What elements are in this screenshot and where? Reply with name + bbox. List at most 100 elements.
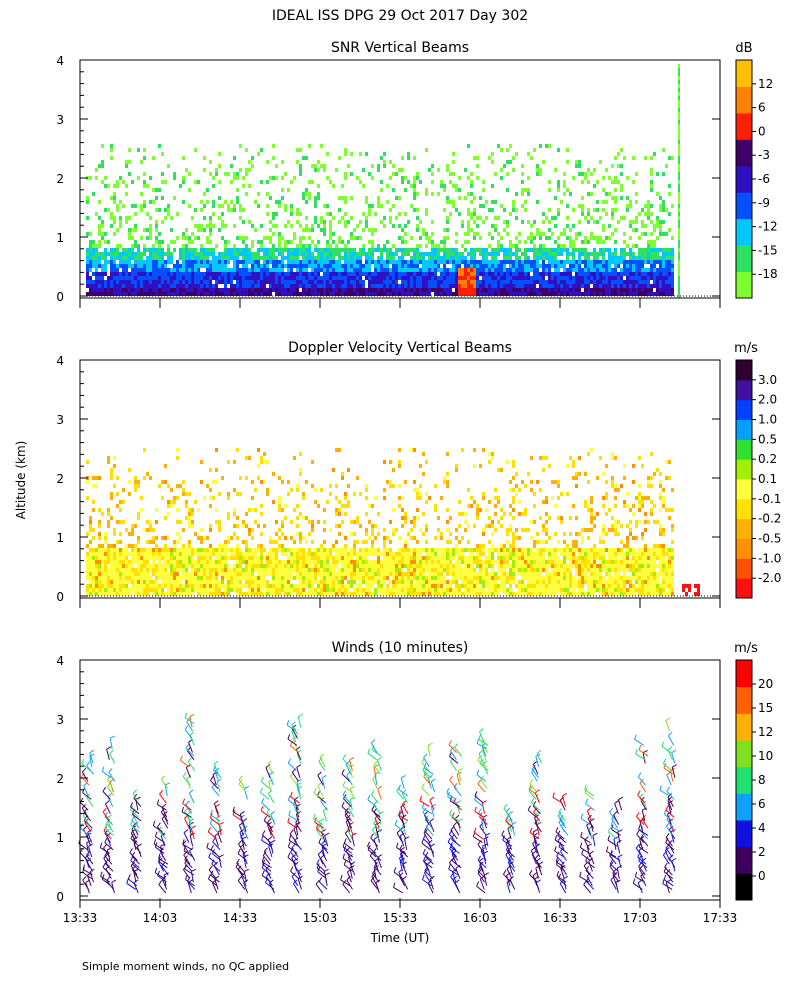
snr-cell bbox=[386, 252, 389, 256]
snr-hot-cell bbox=[473, 292, 476, 296]
doppler-cell bbox=[308, 520, 311, 524]
snr-cell bbox=[641, 208, 644, 212]
doppler-cell bbox=[251, 552, 254, 556]
snr-cell bbox=[269, 268, 272, 272]
doppler-cell bbox=[278, 508, 281, 512]
doppler-cell bbox=[308, 584, 311, 588]
snr-cell bbox=[659, 208, 662, 212]
snr-cell bbox=[452, 280, 455, 284]
snr-cell bbox=[209, 264, 212, 268]
snr-cell bbox=[305, 284, 308, 288]
doppler-cell bbox=[188, 548, 191, 552]
snr-cell bbox=[326, 248, 329, 252]
snr-cell bbox=[353, 228, 356, 232]
snr-cell bbox=[518, 256, 521, 260]
snr-spike-cell bbox=[678, 127, 680, 132]
snr-cell bbox=[587, 280, 590, 284]
snr-cell bbox=[635, 268, 638, 272]
snr-spike-cell bbox=[678, 119, 680, 124]
doppler-cell bbox=[254, 508, 257, 512]
doppler-cell bbox=[392, 572, 395, 576]
doppler-cell bbox=[131, 572, 134, 576]
doppler-cell bbox=[236, 588, 239, 592]
snr-cell bbox=[512, 260, 515, 264]
snr-cell bbox=[521, 264, 524, 268]
snr-cell bbox=[638, 248, 641, 252]
snr-cell bbox=[527, 284, 530, 288]
snr-cell bbox=[650, 232, 653, 236]
doppler-cell bbox=[251, 508, 254, 512]
doppler-cell bbox=[194, 588, 197, 592]
doppler-cell bbox=[215, 576, 218, 580]
snr-cell bbox=[587, 208, 590, 212]
snr-cell bbox=[269, 240, 272, 244]
snr-cell bbox=[401, 288, 404, 292]
snr-cell bbox=[296, 212, 299, 216]
snr-cell bbox=[371, 240, 374, 244]
doppler-cell bbox=[377, 576, 380, 580]
doppler-cell bbox=[179, 520, 182, 524]
doppler-cell bbox=[251, 568, 254, 572]
doppler-cell bbox=[188, 544, 191, 548]
snr-cell bbox=[323, 224, 326, 228]
snr-cell bbox=[620, 284, 623, 288]
doppler-cell bbox=[176, 496, 179, 500]
snr-cell bbox=[551, 288, 554, 292]
doppler-cell bbox=[107, 460, 110, 464]
doppler-cell bbox=[344, 552, 347, 556]
snr-cell bbox=[527, 292, 530, 296]
doppler-cell bbox=[131, 576, 134, 580]
snr-cell bbox=[179, 272, 182, 276]
snr-cell bbox=[491, 272, 494, 276]
snr-cell bbox=[242, 284, 245, 288]
doppler-cell bbox=[338, 448, 341, 452]
y-tick-label: 0 bbox=[56, 290, 64, 304]
snr-cell bbox=[164, 272, 167, 276]
snr-cell bbox=[128, 252, 131, 256]
doppler-cell bbox=[200, 572, 203, 576]
snr-cell bbox=[245, 260, 248, 264]
snr-cell bbox=[293, 176, 296, 180]
snr-cell bbox=[527, 280, 530, 284]
doppler-cell bbox=[305, 592, 308, 596]
snr-cell bbox=[431, 180, 434, 184]
doppler-cell bbox=[155, 588, 158, 592]
doppler-cell bbox=[401, 572, 404, 576]
snr-cell bbox=[218, 204, 221, 208]
snr-cell bbox=[398, 268, 401, 272]
doppler-cell bbox=[242, 584, 245, 588]
snr-cell bbox=[623, 252, 626, 256]
snr-cell bbox=[413, 196, 416, 200]
snr-cell bbox=[485, 268, 488, 272]
snr-cell bbox=[140, 272, 143, 276]
snr-cell bbox=[548, 236, 551, 240]
snr-cell bbox=[335, 248, 338, 252]
snr-cell bbox=[629, 284, 632, 288]
doppler-cell bbox=[92, 576, 95, 580]
snr-cell bbox=[218, 288, 221, 292]
snr-cell bbox=[584, 176, 587, 180]
snr-cell bbox=[671, 284, 674, 288]
doppler-cell bbox=[401, 552, 404, 556]
snr-cell bbox=[662, 288, 665, 292]
snr-cell bbox=[338, 236, 341, 240]
snr-cell bbox=[152, 288, 155, 292]
doppler-cell bbox=[305, 480, 308, 484]
snr-cell bbox=[401, 260, 404, 264]
snr-cell bbox=[413, 292, 416, 296]
doppler-cell bbox=[122, 556, 125, 560]
snr-cell bbox=[638, 276, 641, 280]
doppler-cell bbox=[167, 500, 170, 504]
snr-cell bbox=[269, 260, 272, 264]
doppler-cell bbox=[338, 532, 341, 536]
doppler-cell bbox=[185, 516, 188, 520]
snr-cell bbox=[311, 292, 314, 296]
snr-cell bbox=[236, 292, 239, 296]
doppler-cell bbox=[233, 556, 236, 560]
snr-cell bbox=[119, 176, 122, 180]
doppler-cell bbox=[200, 576, 203, 580]
snr-cell bbox=[227, 204, 230, 208]
doppler-cell bbox=[308, 556, 311, 560]
snr-cell bbox=[374, 272, 377, 276]
